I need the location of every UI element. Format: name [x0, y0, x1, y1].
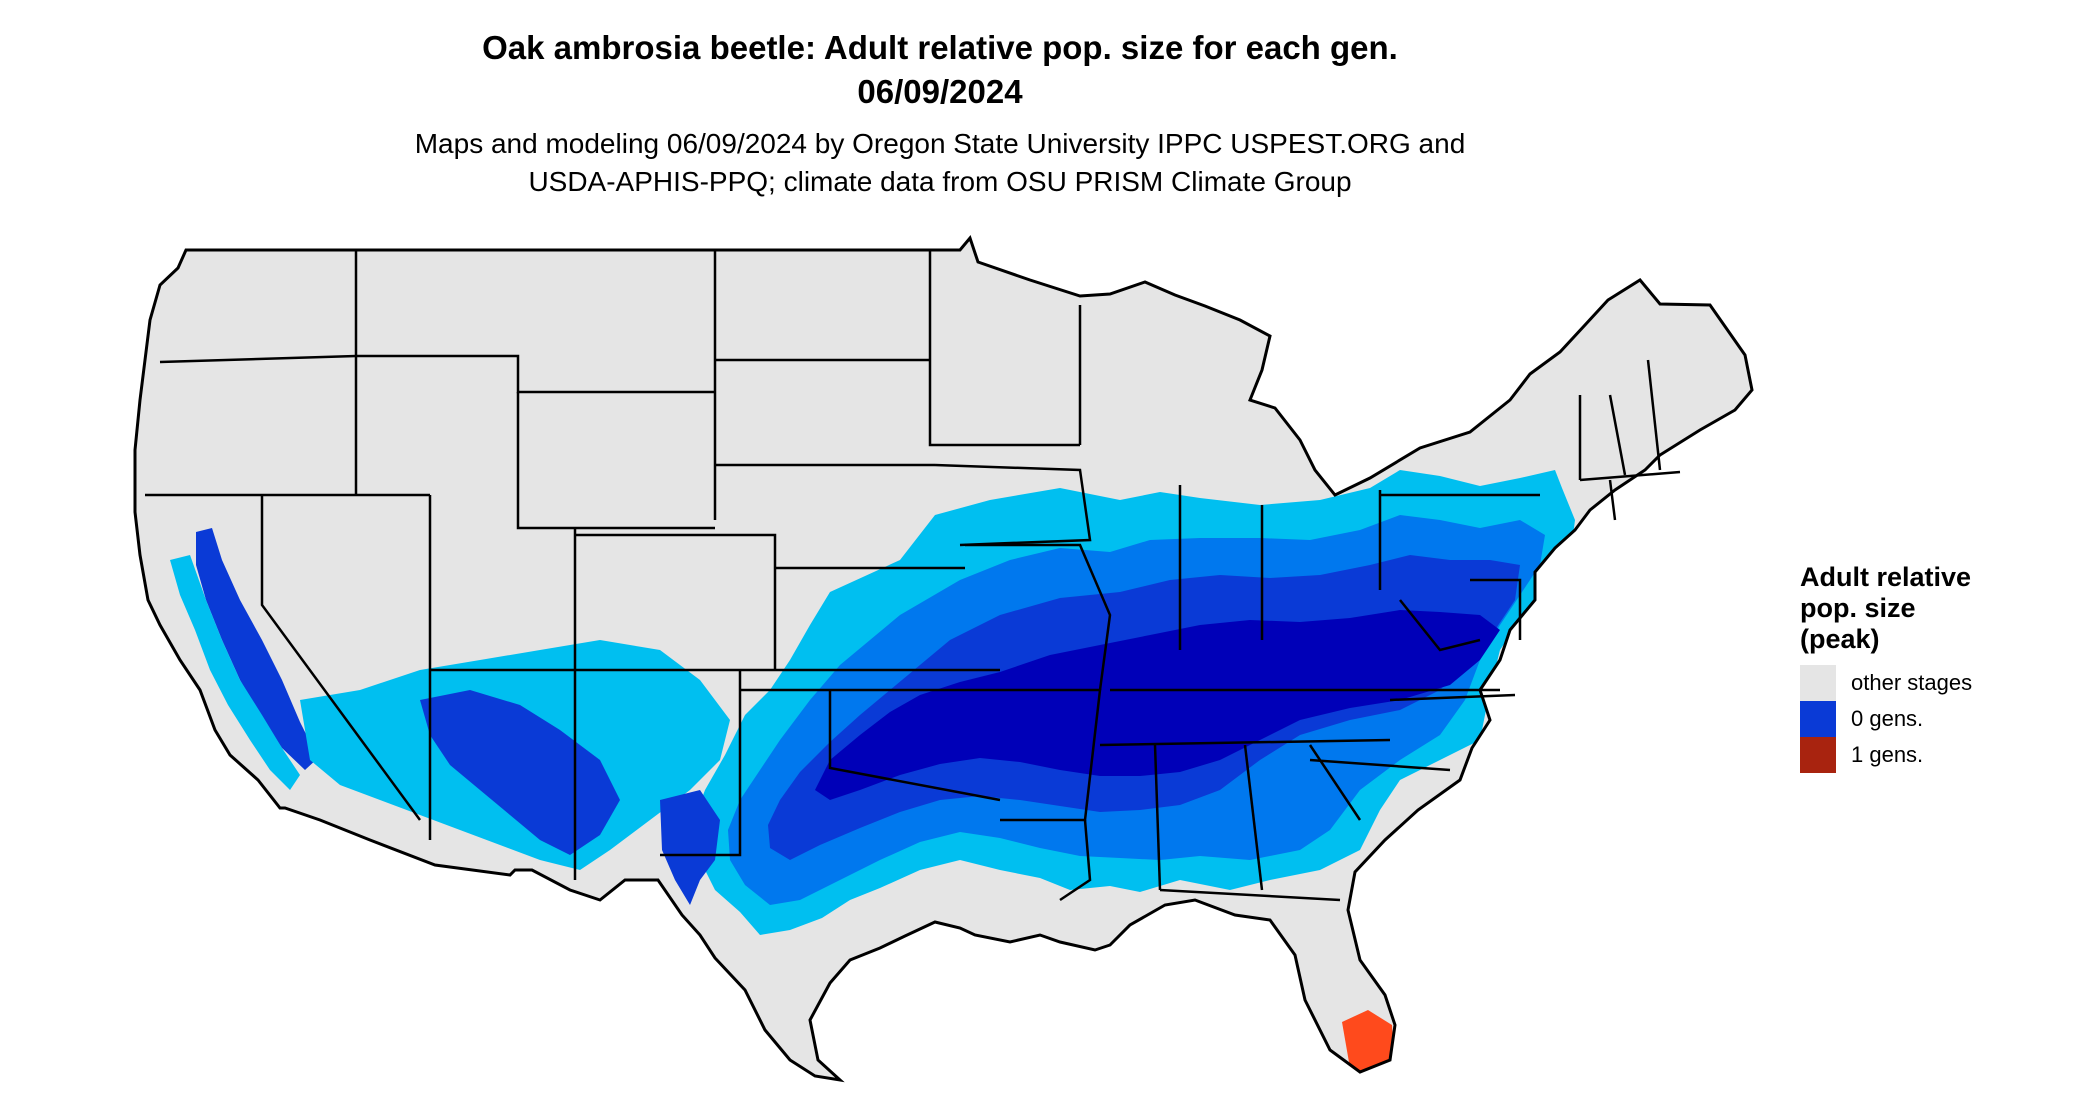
- border-ma-north: [1579, 470, 1681, 482]
- legend: Adult relative pop. size (peak) other st…: [1800, 562, 2080, 773]
- texas-west-blue-patch: [660, 790, 720, 905]
- legend-title: Adult relative pop. size (peak): [1800, 562, 2080, 655]
- border-nh-me: [1646, 359, 1662, 471]
- legend-title-line-3: (peak): [1800, 624, 1880, 654]
- dark-blue-zone: [815, 610, 1500, 800]
- border-ct-ri: [1608, 479, 1617, 521]
- legend-swatch-1-gens: [1800, 737, 1836, 773]
- border-ms-al: [1153, 744, 1162, 891]
- legend-swatch-0-gens: [1800, 701, 1836, 737]
- legend-swatch-other-stages: [1800, 665, 1836, 701]
- border-md-de: [1470, 578, 1522, 640]
- legend-item-other-stages: other stages: [1800, 665, 2080, 701]
- border-tn-south: [1099, 738, 1391, 747]
- us-map: [133, 236, 1754, 1108]
- border-ok-tx: [828, 690, 1001, 802]
- border-nm-tx: [660, 670, 742, 857]
- border-mt-south: [356, 354, 715, 394]
- legend-items: other stages 0 gens. 1 gens.: [1800, 665, 2080, 773]
- southwest-blue-patch: [420, 690, 620, 855]
- legend-label-other-stages: other stages: [1851, 670, 1973, 695]
- legend-title-line-2: pop. size: [1800, 593, 1916, 623]
- border-vt-nh: [1608, 394, 1627, 476]
- map-credit-line-1: Maps and modeling 06/09/2024 by Oregon S…: [414, 128, 1466, 159]
- map-date: 06/09/2024: [857, 73, 1023, 110]
- florida-keys-red-patch: [1300, 1092, 1372, 1108]
- border-mn-east: [928, 250, 1080, 447]
- state-borders: [145, 250, 1681, 902]
- border-wv-va: [1399, 599, 1481, 652]
- legend-label-1-gens: 1 gens.: [1851, 742, 1924, 767]
- map-title: Oak ambrosia beetle: Adult relative pop.…: [482, 29, 1398, 66]
- border-ga-sc: [1308, 744, 1362, 821]
- border-ar: [985, 688, 1102, 822]
- california-lightblue-patch: [170, 555, 300, 790]
- border-ga-fl: [1159, 888, 1341, 902]
- border-va-nc: [1389, 693, 1516, 702]
- border-wy-box: [516, 392, 715, 530]
- population-layers: [170, 470, 1575, 1108]
- legend-item-0-gens: 0 gens.: [1800, 701, 2080, 737]
- border-la-ms: [1059, 819, 1092, 902]
- legend-item-1-gens: 1 gens.: [1800, 737, 2080, 773]
- map-credit-line-2: USDA-APHIS-PPQ; climate data from OSU PR…: [528, 166, 1352, 197]
- california-blue-patch: [196, 528, 318, 770]
- border-ca-nv: [260, 495, 422, 821]
- south-florida-orange-patch: [1342, 1010, 1394, 1074]
- legend-label-0-gens: 0 gens.: [1851, 706, 1924, 731]
- legend-title-line-1: Adult relative: [1800, 562, 1972, 592]
- border-ia: [934, 463, 1092, 547]
- border-al-ga: [1243, 744, 1264, 891]
- border-mo: [965, 543, 1112, 691]
- border-co-box: [575, 533, 777, 670]
- border-nc-sc: [1309, 758, 1451, 772]
- border-wa-or: [159, 354, 357, 364]
